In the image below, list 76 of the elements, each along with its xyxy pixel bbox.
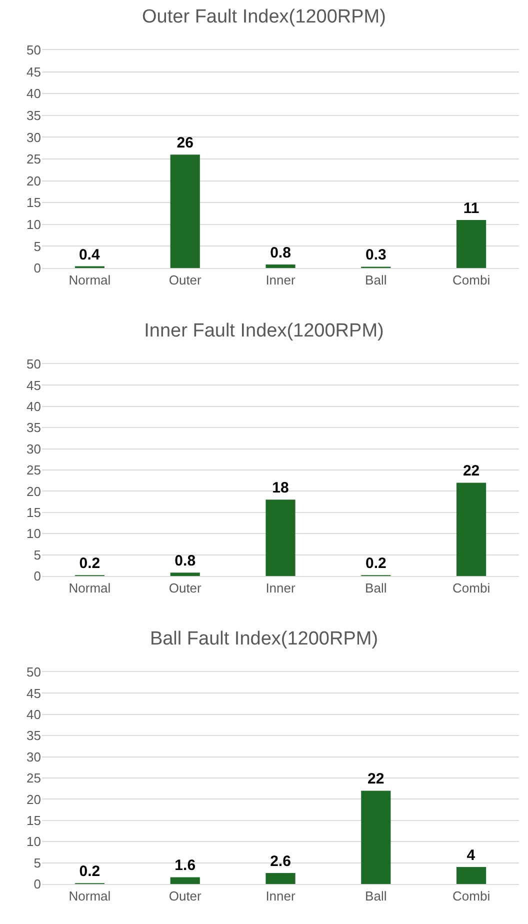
y-tick-label: 25 — [26, 462, 41, 478]
data-label: 22 — [368, 770, 384, 788]
y-tick-label: 50 — [26, 42, 41, 58]
y-tick-label: 35 — [26, 420, 41, 436]
y-tick-label: 25 — [26, 152, 41, 167]
data-label: 22 — [462, 462, 480, 480]
y-tick-label: 45 — [26, 64, 41, 80]
x-tick-label: Inner — [266, 272, 296, 288]
data-label: 0.8 — [270, 244, 291, 262]
data-label: 18 — [272, 480, 289, 497]
chart-title: Outer Fault Index(1200RPM) — [142, 6, 386, 28]
chart-title: Inner Fault Index(1200RPM) — [144, 320, 384, 342]
y-tick-label: 0 — [34, 260, 41, 276]
bar — [266, 264, 296, 268]
data-label: 0.4 — [78, 246, 100, 264]
data-label: 4 — [466, 847, 476, 864]
bar — [266, 872, 296, 884]
data-label: 2.6 — [270, 852, 291, 870]
x-tick-label: Ball — [365, 272, 387, 288]
y-tick-label: 30 — [26, 441, 41, 456]
y-tick-label: 10 — [26, 216, 41, 232]
y-tick-label: 20 — [26, 484, 41, 499]
y-tick-label: 45 — [26, 686, 41, 701]
x-tick-label: Outer — [168, 888, 202, 904]
data-label: 0.2 — [79, 863, 100, 880]
y-tick-label: 5 — [34, 547, 41, 562]
y-tick-label: 30 — [26, 749, 41, 764]
x-tick-label: Outer — [168, 580, 202, 596]
y-tick-label: 15 — [26, 195, 41, 210]
y-tick-label: 40 — [26, 86, 41, 102]
x-tick-label: Combi — [452, 888, 490, 904]
y-tick-label: 40 — [26, 398, 41, 414]
y-tick-label: 20 — [26, 173, 41, 188]
y-tick-label: 40 — [26, 706, 41, 722]
y-tick-label: 25 — [26, 770, 41, 786]
y-tick-label: 10 — [26, 526, 41, 542]
x-tick-label: Combi — [452, 580, 490, 596]
bar — [456, 482, 486, 576]
data-label: 0.3 — [365, 246, 386, 264]
bar — [266, 500, 296, 576]
bar — [456, 220, 486, 268]
x-tick-label: Inner — [266, 888, 296, 904]
x-tick-label: Inner — [266, 580, 296, 596]
y-tick-label: 5 — [34, 855, 41, 870]
data-label: 0.8 — [174, 552, 196, 570]
y-tick-label: 20 — [26, 792, 41, 807]
x-tick-label: Normal — [68, 272, 111, 288]
y-tick-label: 35 — [26, 108, 41, 123]
data-label: 26 — [176, 134, 194, 152]
bar — [170, 154, 200, 268]
bar — [170, 877, 200, 884]
y-tick-label: 15 — [26, 504, 41, 520]
chart-title: Ball Fault Index(1200RPM) — [150, 628, 378, 650]
data-label: 1.6 — [174, 857, 196, 874]
data-label: 0.2 — [79, 555, 100, 572]
y-tick-label: 0 — [34, 568, 41, 584]
bar — [170, 572, 200, 576]
y-tick-label: 5 — [34, 238, 41, 254]
x-tick-label: Ball — [365, 580, 387, 596]
y-tick-label: 10 — [26, 834, 41, 850]
y-tick-label: 50 — [26, 356, 41, 372]
y-tick-label: 45 — [26, 378, 41, 393]
y-tick-label: 30 — [26, 130, 41, 145]
y-tick-label: 0 — [34, 876, 41, 892]
bar — [456, 867, 486, 884]
y-tick-label: 15 — [26, 812, 41, 828]
data-label: 11 — [463, 200, 480, 218]
x-tick-label: Normal — [68, 580, 111, 596]
x-tick-label: Ball — [365, 888, 387, 904]
data-label: 0.2 — [365, 555, 386, 572]
bar — [361, 790, 391, 884]
x-tick-label: Combi — [452, 272, 490, 288]
x-tick-label: Outer — [168, 272, 202, 288]
y-tick-label: 50 — [26, 664, 41, 680]
y-tick-label: 35 — [26, 728, 41, 744]
x-tick-label: Normal — [68, 888, 111, 904]
